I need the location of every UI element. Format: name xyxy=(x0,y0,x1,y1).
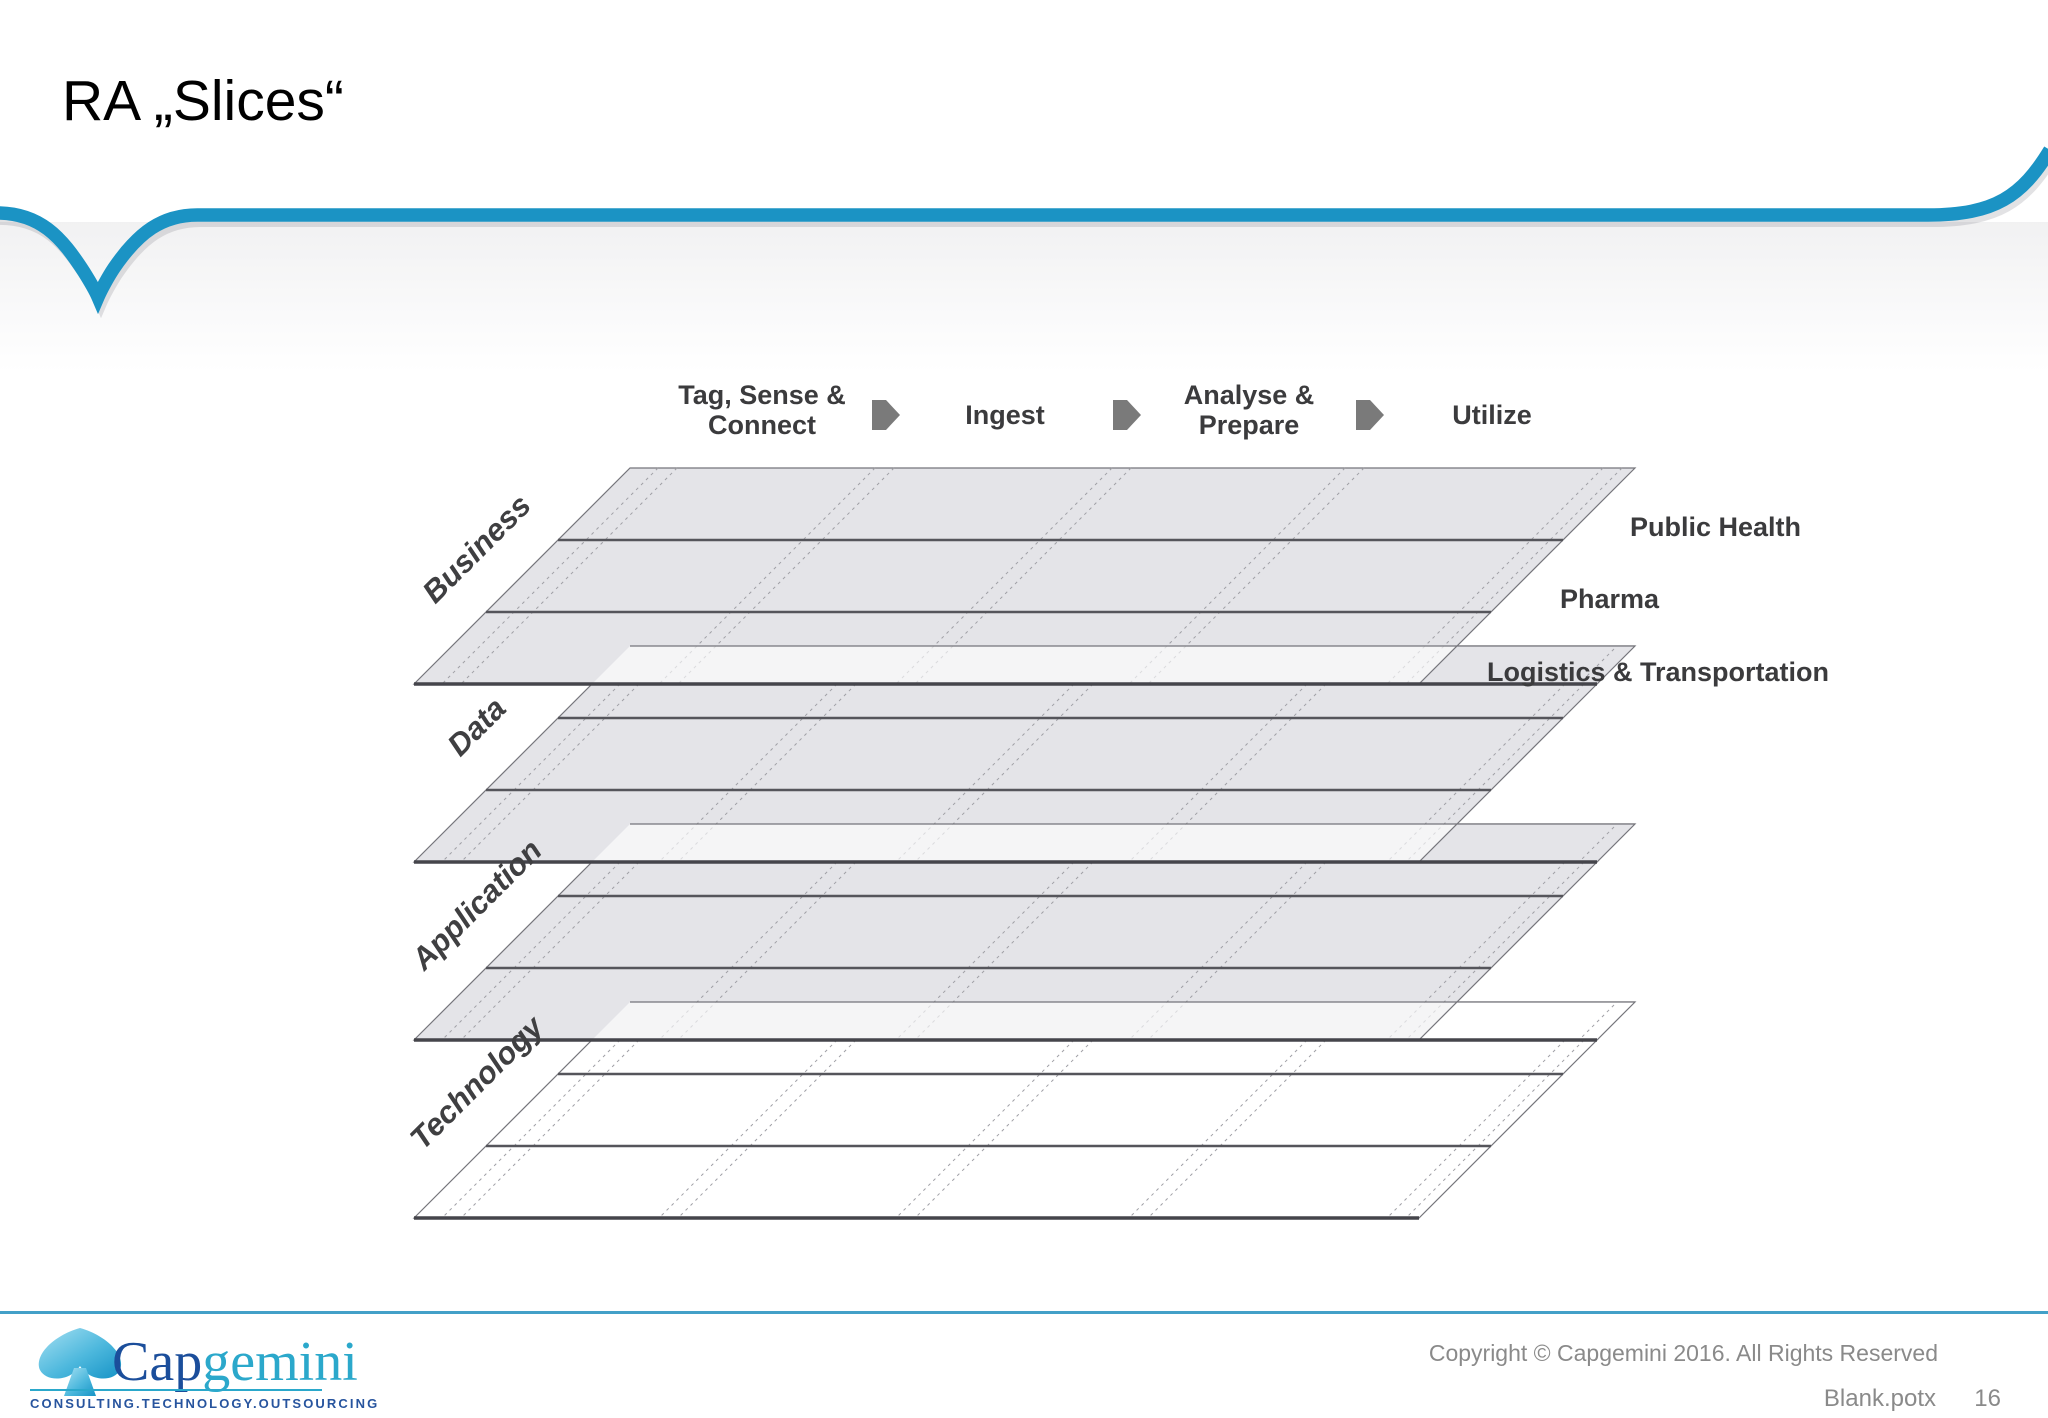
industry-label-public-health: Public Health xyxy=(1630,512,1801,542)
process-flow: Tag, Sense & Connect Ingest Analyse & Pr… xyxy=(678,380,1532,440)
process-step-label-1a: Tag, Sense & xyxy=(678,380,846,410)
column-separator-line xyxy=(460,467,678,685)
column-separator-line xyxy=(1581,648,1615,682)
brand-tagline: CONSULTING.TECHNOLOGY.OUTSOURCING xyxy=(30,1396,380,1411)
process-arrow-icon xyxy=(1113,400,1141,430)
brand-wordmark: Capgemini xyxy=(112,1330,358,1394)
process-step-label-3a: Analyse & xyxy=(1184,380,1315,410)
process-step-label-2: Ingest xyxy=(965,400,1045,430)
column-separator-line xyxy=(441,467,659,685)
process-step-label-1b: Connect xyxy=(708,410,816,440)
industry-labels: Public Health Pharma Logistics & Transpo… xyxy=(1487,512,1829,687)
process-arrow-icon xyxy=(872,400,900,430)
layer-sheet-technology xyxy=(412,1039,1599,1219)
process-step-label-4: Utilize xyxy=(1452,400,1532,430)
footer-rule xyxy=(0,1311,2048,1314)
header-curve-shadow xyxy=(0,152,2048,319)
slide-title: RA „Slices“ xyxy=(62,69,344,133)
column-separator-line xyxy=(1581,826,1615,860)
industry-label-pharma: Pharma xyxy=(1560,584,1660,614)
copyright-text: Copyright © Capgemini 2016. All Rights R… xyxy=(1428,1340,1938,1366)
layer-label-data: Data xyxy=(440,690,512,762)
logo-underline xyxy=(30,1389,322,1391)
layer-sheet-protrusion-technology xyxy=(1417,1001,1637,1041)
process-step-label-3b: Prepare xyxy=(1199,410,1300,440)
overlap-highlight-technology xyxy=(592,1002,1457,1040)
column-separator-line xyxy=(1581,1004,1615,1038)
header-curve-line xyxy=(0,146,2048,315)
process-arrow-icon xyxy=(1356,400,1384,430)
template-name: Blank.potx xyxy=(1823,1385,1936,1412)
page-number: 16 xyxy=(1974,1385,2001,1412)
header-shade xyxy=(0,222,2048,372)
brand-wordmark-gemini: gemini xyxy=(202,1331,358,1393)
brand-wordmark-cap: Cap xyxy=(112,1331,203,1393)
industry-label-logistics: Logistics & Transportation xyxy=(1487,657,1829,687)
overlap-highlight-data xyxy=(592,646,1457,684)
overlap-highlight-application xyxy=(592,824,1457,862)
layer-sheet-protrusion-application xyxy=(1417,823,1637,863)
header-accent-curve xyxy=(0,146,2048,319)
